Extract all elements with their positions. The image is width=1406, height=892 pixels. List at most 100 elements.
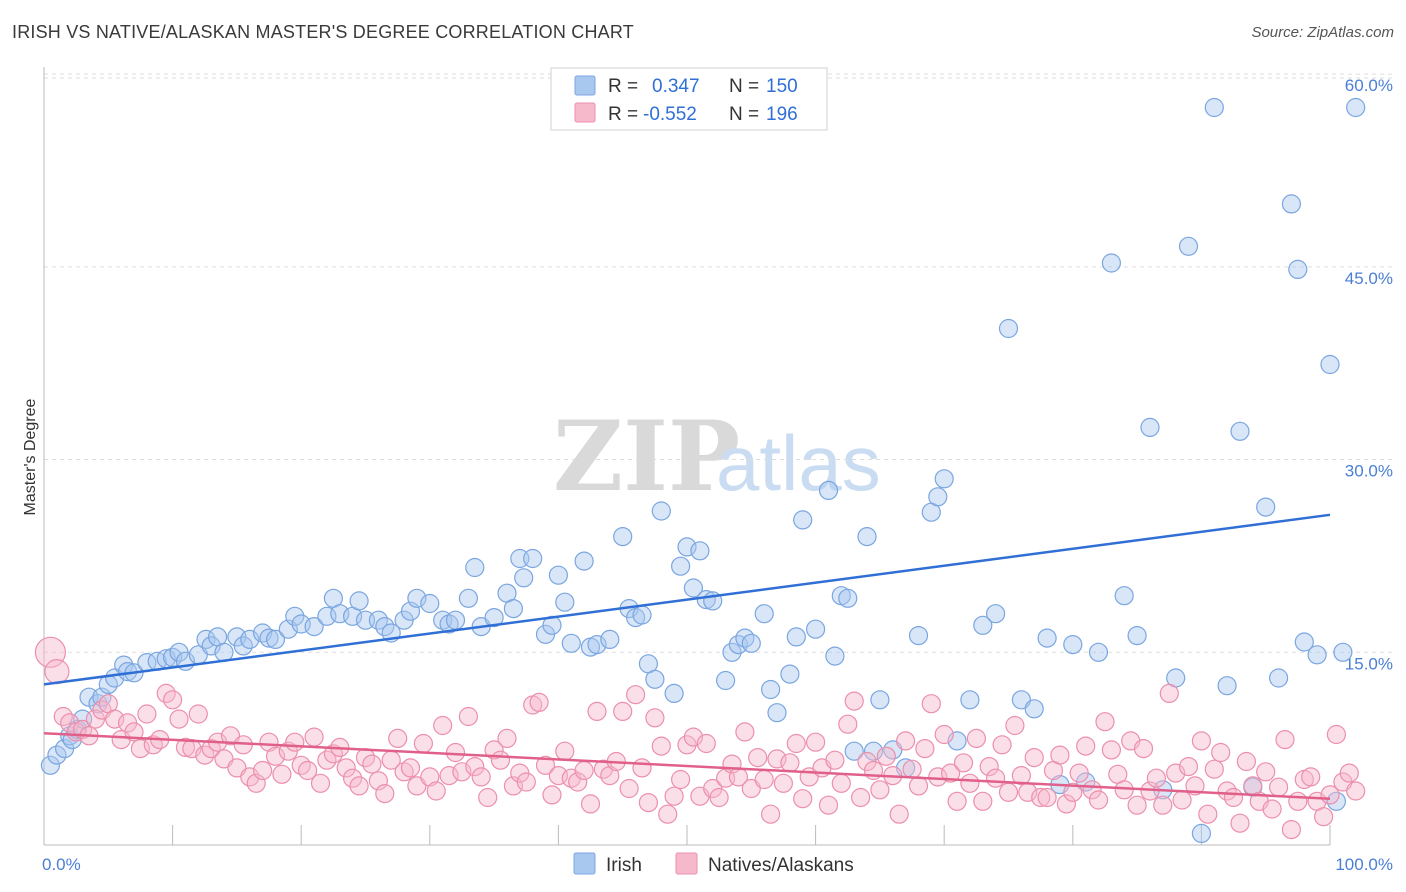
irish-point: [741, 633, 761, 653]
irish-point: [1204, 97, 1224, 118]
natives-point: [265, 746, 286, 766]
irish-point: [40, 755, 61, 775]
natives-point: [1005, 715, 1025, 736]
correlation-legend: R = 0.347 N = 150 R = -0.552 N = 196: [550, 67, 828, 131]
irish-point: [870, 690, 890, 710]
natives-point: [1172, 790, 1192, 810]
x-tick-label: 0.0%: [42, 855, 81, 874]
irish-point: [863, 741, 884, 761]
natives-point: [568, 772, 588, 792]
irish-point: [735, 628, 755, 648]
natives-point: [940, 763, 961, 783]
irish-point: [934, 469, 954, 489]
natives-point: [44, 658, 70, 685]
natives-point: [400, 758, 421, 778]
irish-point: [1114, 586, 1134, 606]
natives-point: [1011, 765, 1032, 786]
natives-point: [1198, 804, 1218, 824]
legend-n-label-irish: N =: [729, 76, 759, 97]
irish-point: [844, 741, 864, 761]
natives-point: [1346, 781, 1366, 801]
natives-point: [1127, 795, 1147, 815]
natives-point: [1288, 791, 1308, 811]
natives-point: [413, 733, 433, 754]
natives-point: [696, 733, 716, 754]
irish-point: [196, 629, 216, 650]
natives-point: [272, 764, 292, 784]
natives-point: [188, 704, 208, 724]
natives-point: [587, 701, 607, 722]
natives-point: [619, 778, 639, 799]
irish-point: [1101, 253, 1122, 273]
irish-point: [722, 642, 742, 662]
irish-point: [715, 670, 736, 691]
natives-point: [1095, 712, 1115, 732]
natives-point: [388, 728, 408, 749]
natives-point: [529, 692, 549, 713]
irish-point: [838, 588, 858, 608]
natives-point: [645, 708, 665, 728]
irish-point: [1346, 97, 1366, 118]
natives-point: [658, 804, 678, 824]
natives-point: [490, 750, 511, 770]
irish-point: [503, 598, 524, 619]
watermark-atlas: atlas: [716, 419, 881, 507]
irish-point: [690, 541, 710, 561]
irish-point: [760, 679, 781, 700]
natives-point: [651, 736, 671, 756]
natives-point: [773, 773, 794, 793]
natives-point: [947, 791, 967, 811]
natives-point: [818, 795, 839, 815]
x-axis-ticks: [172, 825, 1331, 845]
natives-point: [786, 733, 806, 754]
natives-point: [921, 694, 941, 714]
natives-point: [343, 768, 363, 788]
natives-point: [1223, 787, 1244, 808]
natives-point: [805, 732, 826, 752]
natives-point: [1069, 763, 1089, 783]
natives-point: [1230, 813, 1250, 833]
irish-point: [523, 548, 543, 569]
irish-point: [1281, 194, 1302, 214]
natives-point: [259, 732, 279, 752]
irish-point: [47, 745, 67, 765]
irish-point: [1178, 236, 1199, 256]
y-tick-label: 15.0%: [1345, 654, 1393, 673]
natives-point: [310, 773, 331, 793]
irish-point: [973, 615, 993, 635]
natives-point: [285, 732, 305, 752]
irish-point: [1127, 625, 1147, 646]
natives-point: [979, 756, 999, 777]
natives-point: [349, 776, 369, 796]
natives-point: [497, 728, 517, 749]
natives-point: [535, 755, 556, 775]
irish-point: [1037, 628, 1057, 648]
natives-point: [574, 760, 594, 781]
natives-point: [420, 767, 440, 787]
irish-point: [683, 578, 704, 598]
natives-point: [1024, 747, 1044, 768]
irish-point: [632, 605, 652, 625]
natives-point: [1146, 768, 1167, 788]
natives-point: [1031, 787, 1051, 808]
series-legend-swatch-irish: [573, 852, 596, 875]
natives-point: [953, 753, 974, 773]
irish-point: [645, 669, 665, 689]
irish-point: [285, 606, 305, 626]
irish-point: [985, 604, 1006, 624]
y-tick-label: 60.0%: [1345, 76, 1393, 95]
natives-point: [985, 768, 1006, 788]
legend-n-label-natives: N =: [729, 104, 759, 125]
irish-point: [805, 619, 826, 639]
natives-point: [542, 785, 562, 805]
irish-point: [754, 604, 774, 624]
irish-point: [1140, 417, 1160, 437]
y-tick-labels: 15.0% 30.0% 45.0% 60.0%: [1345, 76, 1393, 673]
natives-point: [137, 704, 157, 724]
irish-point: [1191, 823, 1212, 844]
irish-point: [1063, 634, 1083, 655]
natives-point: [973, 791, 993, 811]
source-credit: Source: ZipAtlas.com: [1251, 24, 1394, 41]
series-legend: Irish Natives/Alaskans: [573, 852, 854, 876]
irish-point: [1268, 668, 1289, 688]
